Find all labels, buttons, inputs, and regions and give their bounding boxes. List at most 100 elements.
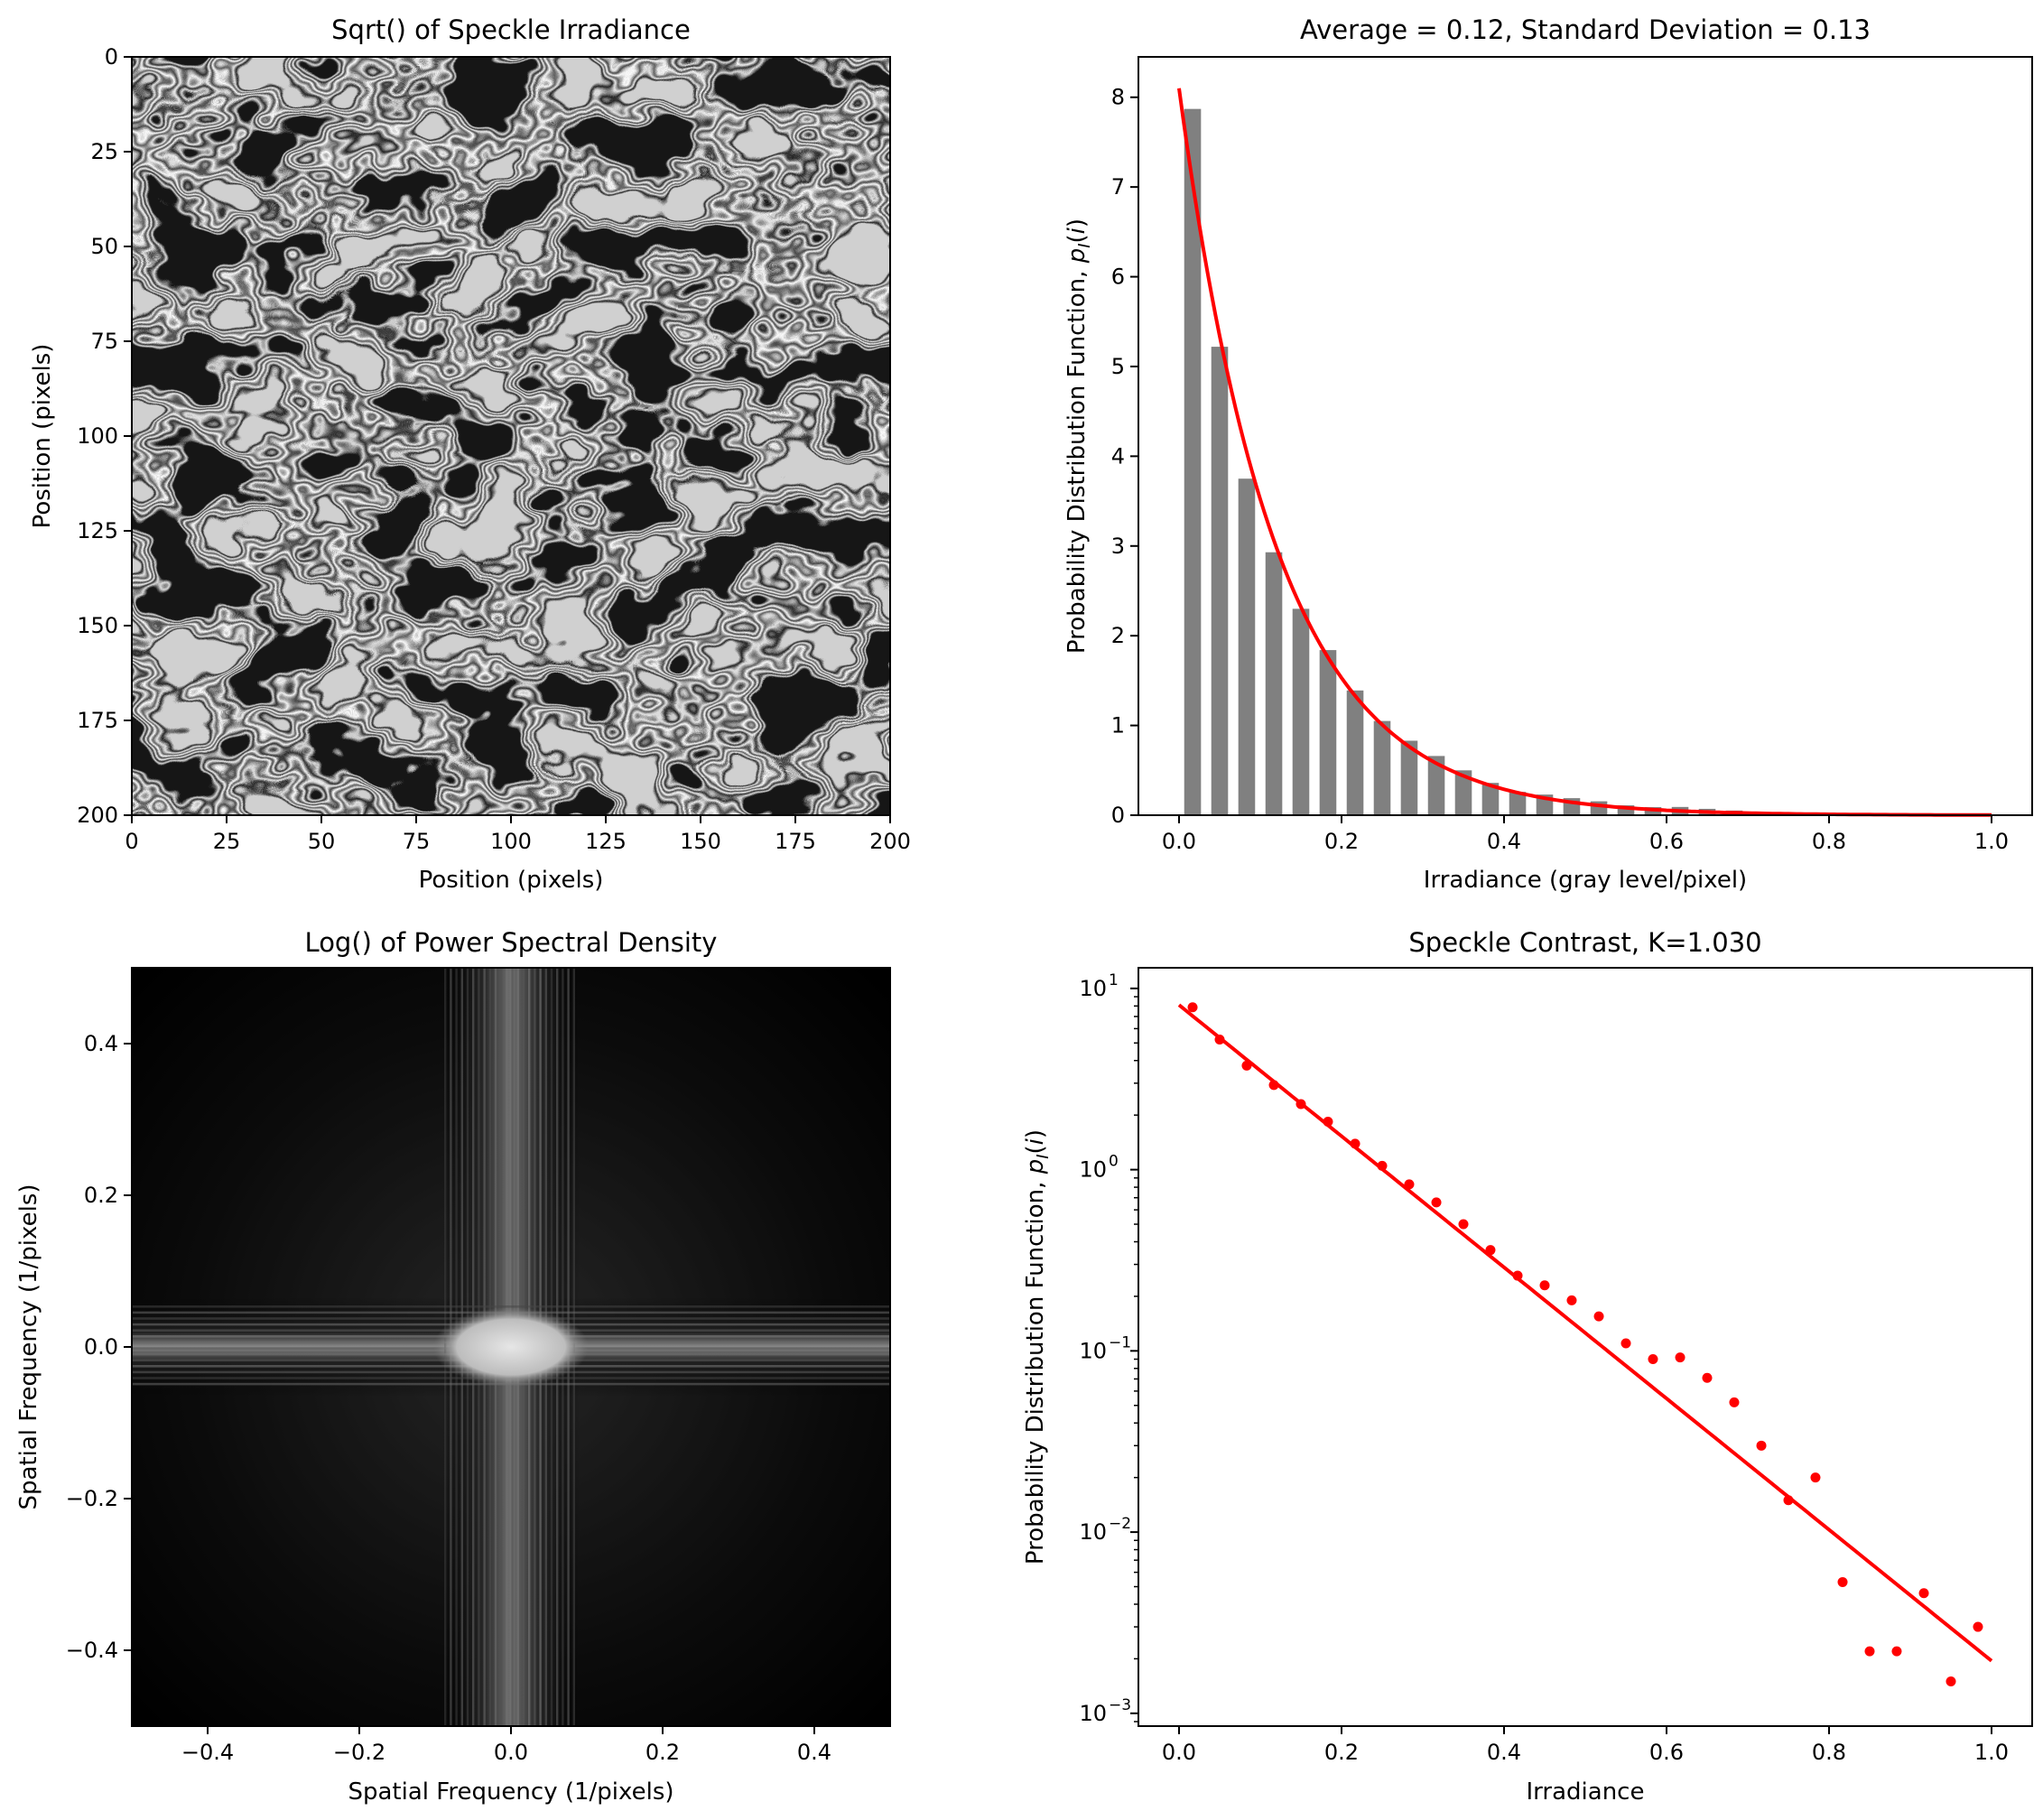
p1-ytick-label: 200 (77, 803, 118, 828)
p1-xtick-label: 125 (585, 829, 627, 854)
p1-ytick-label: 100 (77, 423, 118, 449)
xlabel-3: Spatial Frequency (1/pixels) (348, 1778, 673, 1806)
psd-stripe (132, 1305, 890, 1308)
title-histogram: Average = 0.12, Standard Deviation = 0.1… (1300, 14, 1871, 45)
p3-xtick-label: 0.0 (494, 1740, 528, 1765)
p1-ytick-label: 75 (90, 329, 118, 354)
scatter-point (1675, 1352, 1685, 1363)
log-fit-line (1177, 1003, 1993, 1663)
scatter-point (1295, 1099, 1306, 1110)
p2-xtick-label: 0.8 (1812, 829, 1846, 854)
scatter-point (1973, 1621, 1983, 1632)
p3-ytick-label: −0.4 (66, 1638, 118, 1663)
title-psd: Log() of Power Spectral Density (305, 927, 718, 958)
histogram-bars (1184, 108, 1987, 816)
scatter-point (1241, 1060, 1252, 1071)
p2-ytick-label: 8 (1111, 85, 1125, 110)
panel-histogram: Average = 0.12, Standard Deviation = 0.1… (1063, 14, 2033, 894)
p1-xtick-label: 0 (125, 829, 138, 854)
panel-psd: Log() of Power Spectral Density −0.4 −0.2… (15, 927, 891, 1806)
p3-xtick-label: −0.4 (181, 1740, 234, 1765)
p2-ytick-label: 2 (1111, 623, 1125, 648)
histogram-bar (1509, 792, 1527, 815)
scatter-point (1891, 1646, 1902, 1657)
ylabel-4: Probability Distribution Function, pI(i) (1022, 1129, 1053, 1565)
y-ticks-1: 0 25 50 75 100 125 150 175 200 (77, 44, 132, 828)
histogram-bar (1238, 478, 1256, 815)
p2-ytick-label: 4 (1111, 443, 1125, 469)
p1-ytick-label: 125 (77, 518, 118, 543)
p2-ytick-label: 6 (1111, 265, 1125, 290)
y-ticks-3: −0.4 −0.2 0.0 0.2 0.4 (66, 1031, 132, 1663)
p2-ytick-label: 5 (1111, 354, 1125, 379)
scatter-point (1539, 1280, 1550, 1291)
p1-xtick-label: 100 (490, 829, 532, 854)
p1-xtick-label: 200 (869, 829, 911, 854)
axes-frame-4 (1138, 967, 2033, 1727)
scatter-point (1485, 1245, 1496, 1256)
scatter-point (1214, 1035, 1225, 1045)
p1-ytick-label: 50 (90, 234, 118, 259)
p2-ytick-label: 7 (1111, 174, 1125, 200)
p2-xtick-label: 1.0 (1974, 829, 2009, 854)
title-contrast: Speckle Contrast, K=1.030 (1408, 927, 1761, 958)
scatter-point (1648, 1354, 1658, 1365)
psd-center-blob (433, 1307, 589, 1387)
p3-xtick-label: 0.4 (797, 1740, 831, 1765)
scatter-point (1431, 1197, 1442, 1208)
p2-ytick-label: 1 (1111, 713, 1125, 738)
scatter-point (1620, 1338, 1631, 1349)
p2-ytick-label: 0 (1111, 803, 1125, 828)
p3-xtick-label: −0.2 (333, 1740, 385, 1765)
p4-xtick-label: 0.0 (1162, 1740, 1196, 1765)
p2-xtick-label: 0.4 (1487, 829, 1521, 854)
p3-ytick-label: 0.4 (84, 1031, 118, 1056)
x-ticks-3: −0.4 −0.2 0.0 0.2 0.4 (181, 1726, 831, 1765)
speckle-image (132, 57, 890, 815)
p4-ytick-exponent: −1 (1109, 1333, 1131, 1351)
ylabel-2: Probability Distribution Function, pI(i) (1063, 218, 1094, 654)
scatter-point (1729, 1397, 1740, 1407)
histogram-bar (1184, 108, 1202, 816)
scatter-points (1187, 1002, 1983, 1686)
ylabel-1: Position (pixels) (29, 344, 56, 529)
p1-xtick-label: 150 (680, 829, 721, 854)
p4-ytick-label: 10 (1079, 1157, 1107, 1183)
p1-ytick-label: 150 (77, 613, 118, 638)
scatter-point (1702, 1372, 1713, 1383)
p3-ytick-label: −0.2 (66, 1486, 118, 1511)
p1-xtick-label: 25 (213, 829, 241, 854)
scatter-point (1268, 1080, 1279, 1091)
p4-xtick-label: 0.4 (1487, 1740, 1521, 1765)
histogram-bar (1265, 552, 1283, 815)
scatter-point (1512, 1270, 1523, 1281)
panel-speckle-image: Sqrt() of Speckle Irradiance 0 25 50 75 100 1… (29, 14, 911, 894)
p4-xtick-label: 0.8 (1812, 1740, 1846, 1765)
histogram-bar (1617, 805, 1635, 815)
p4-ytick-label: 10 (1079, 976, 1107, 1001)
p1-ytick-label: 0 (105, 44, 118, 70)
scatter-point (1404, 1179, 1415, 1190)
p3-xtick-label: 0.2 (645, 1740, 680, 1765)
p2-xtick-label: 0.6 (1649, 829, 1684, 854)
p4-xtick-label: 1.0 (1974, 1740, 2009, 1765)
p4-ytick-exponent: 0 (1109, 1153, 1119, 1171)
x-ticks-4: 0.0 0.2 0.4 0.6 0.8 1.0 (1162, 1726, 2009, 1765)
y-ticks-2: 0 1 2 3 4 5 6 7 8 (1111, 85, 1138, 828)
p2-xtick-label: 0.2 (1324, 829, 1359, 854)
scatter-point (1810, 1472, 1821, 1483)
scatter-point (1566, 1295, 1577, 1305)
axes-frame-2 (1138, 56, 2033, 816)
histogram-bar (1346, 690, 1364, 815)
scatter-point (1458, 1219, 1469, 1230)
p4-ytick-exponent: −3 (1109, 1696, 1131, 1714)
p4-ytick-label: 10 (1079, 1338, 1107, 1363)
histogram-bar (1211, 347, 1229, 815)
p2-ytick-label: 3 (1111, 534, 1125, 559)
histogram-bar (1481, 783, 1500, 815)
p3-ytick-label: 0.0 (84, 1334, 118, 1360)
panel-log-scatter: Speckle Contrast, K=1.030 0.0 0.2 0.4 0.6 0.… (1022, 927, 2033, 1806)
scatter-point (1377, 1160, 1388, 1171)
